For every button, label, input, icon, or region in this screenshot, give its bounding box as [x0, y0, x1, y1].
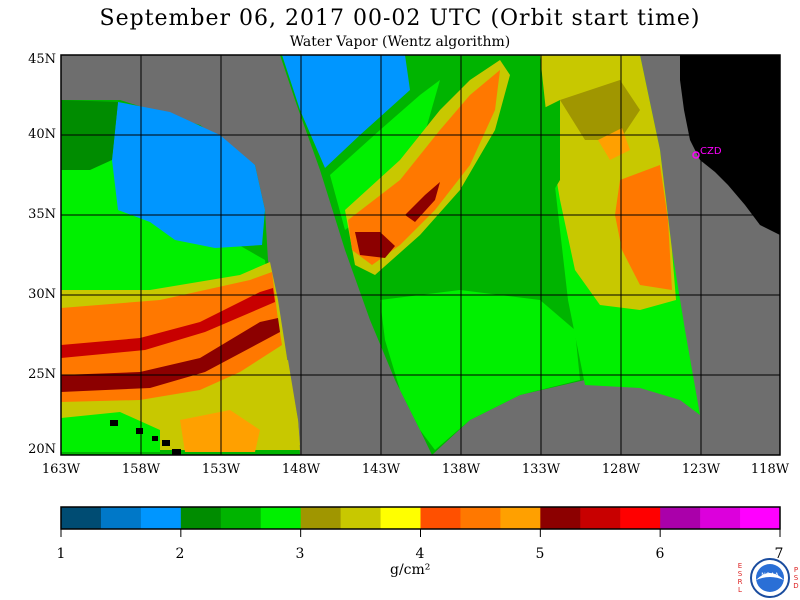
left-swath: [61, 100, 300, 455]
island: [152, 436, 158, 441]
left-swath-green-lower: [61, 412, 160, 452]
colorbar-tick-5: 5: [535, 546, 545, 562]
middle-swath-lightgreen-upper: [330, 80, 440, 230]
island: [136, 428, 143, 434]
colorbar-swatch: [61, 507, 102, 529]
colorbar-swatch: [540, 507, 581, 529]
middle-swath-lightgreen-lower: [380, 290, 580, 450]
colorbar-swatch: [700, 507, 741, 529]
svg-text:NOAA: NOAA: [761, 572, 779, 579]
right-swath-olive: [560, 80, 640, 140]
colorbar-swatch: [420, 507, 461, 529]
us-coast-land: [680, 55, 780, 235]
lat-label-20n: 20N: [28, 442, 56, 457]
page-title: September 06, 2017 00-02 UTC (Orbit star…: [99, 6, 701, 31]
colorbar-tick-4: 4: [415, 546, 425, 562]
lon-label-163w: 163W: [41, 462, 81, 477]
colorbar: [60, 506, 781, 537]
colorbar-unit-label: g/cm²: [390, 562, 431, 578]
island: [172, 449, 181, 455]
hawaii-islands: [110, 420, 181, 455]
middle-swath-darkred: [355, 232, 395, 258]
lon-label-118w: 118W: [750, 462, 790, 477]
colorbar-swatch: [180, 507, 222, 529]
page-subtitle: Water Vapor (Wentz algorithm): [289, 34, 511, 50]
station-label-czd: CZD: [700, 146, 722, 157]
colorbar-swatch: [140, 507, 182, 529]
colorbar-tick-2: 2: [175, 546, 185, 562]
colorbar-tick-7: 7: [774, 546, 784, 562]
colorbar-swatch: [100, 507, 142, 529]
left-swath-blue: [112, 102, 265, 248]
lon-label-148w: 148W: [281, 462, 321, 477]
colorbar-tick-3: 3: [295, 546, 305, 562]
right-swath: [540, 55, 700, 415]
middle-swath-orange: [348, 70, 500, 265]
colorbar-swatch: [300, 507, 342, 529]
noaa-emblem-icon: NOAA: [750, 558, 790, 598]
lon-label-128w: 128W: [601, 462, 641, 477]
island: [110, 420, 118, 426]
colorbar-tick-1: 1: [56, 546, 66, 562]
middle-swath: [280, 55, 585, 455]
colorbar-swatch: [500, 507, 541, 529]
colorbar-tick-6: 6: [655, 546, 665, 562]
middle-swath-blue: [282, 55, 410, 168]
lat-label-40n: 40N: [28, 127, 56, 142]
colorbar-swatch: [260, 507, 302, 529]
lon-label-153w: 153W: [201, 462, 241, 477]
lon-label-158w: 158W: [121, 462, 161, 477]
colorbar-swatch: [380, 507, 421, 529]
left-swath-red-band-1: [61, 288, 275, 358]
station-marker-czd: [692, 151, 700, 159]
lat-label-25n: 25N: [28, 367, 56, 382]
colorbar-swatch: [740, 507, 781, 529]
colorbar-swatch: [660, 507, 701, 529]
colorbar-swatch: [220, 507, 262, 529]
lat-label-45n: 45N: [28, 52, 56, 67]
island: [162, 440, 170, 446]
colorbar-swatch: [460, 507, 501, 529]
lat-label-35n: 35N: [28, 207, 56, 222]
lon-label-123w: 123W: [681, 462, 721, 477]
middle-swath-darkred-2: [405, 182, 440, 222]
colorbar-swatch: [340, 507, 382, 529]
graticule: [61, 55, 780, 455]
left-swath-red-band-2: [61, 318, 280, 392]
right-swath-green-strip: [540, 100, 560, 200]
colorbar-swatch: [580, 507, 621, 529]
lon-label-138w: 138W: [441, 462, 481, 477]
right-swath-orange: [615, 165, 672, 290]
map-frame: [60, 54, 781, 456]
lon-label-133w: 133W: [521, 462, 561, 477]
right-swath-orange-small: [598, 128, 630, 160]
lat-label-30n: 30N: [28, 287, 56, 302]
left-swath-orange-lower: [180, 410, 260, 452]
colorbar-swatch: [620, 507, 661, 529]
lon-label-143w: 143W: [361, 462, 401, 477]
